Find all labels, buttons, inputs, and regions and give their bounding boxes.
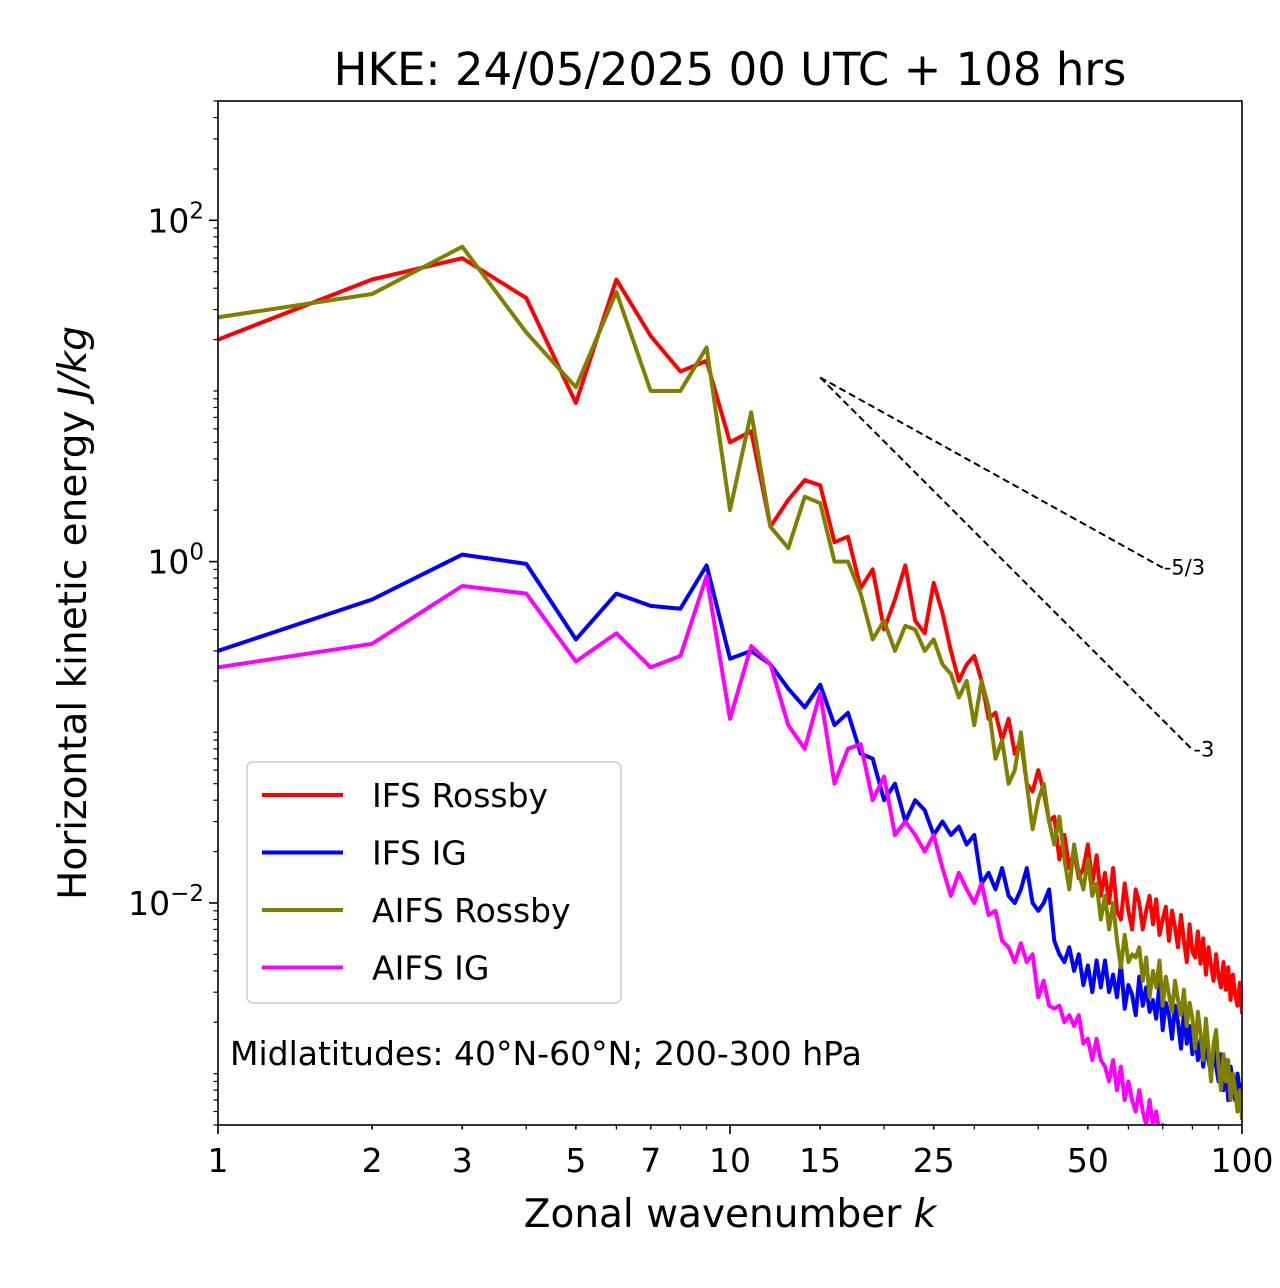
legend-box <box>246 761 622 1004</box>
x-tick-label: 15 <box>799 1141 841 1180</box>
reference-slopes: -5/3 -3 <box>819 376 1214 762</box>
x-axis-label-variable: k <box>914 1192 938 1237</box>
reference-line-5-3 <box>819 376 1164 569</box>
legend-label-aifs-ig: AIFS IG <box>372 949 489 988</box>
y-tick-label: 102 <box>147 198 204 240</box>
reference-line-3 <box>819 376 1194 751</box>
legend-entries: IFS Rossby IFS IG AIFS Rossby AIFS IG <box>262 776 571 988</box>
x-tick-label: 10 <box>709 1141 751 1180</box>
chart-title: HKE: 24/05/2025 00 UTC + 108 hrs <box>334 43 1127 96</box>
y-axis-label-text: Horizontal kinetic energy <box>51 410 96 900</box>
reference-label-5-3: -5/3 <box>1164 556 1205 580</box>
x-tick-label: 5 <box>565 1141 586 1180</box>
y-axis-ticks: 102 100 10−2 <box>128 100 218 1126</box>
legend-label-ifs-rossby: IFS Rossby <box>372 776 548 815</box>
x-tick-label: 3 <box>452 1141 473 1180</box>
x-axis-ticks: 1 2 3 5 7 10 15 25 50 100 <box>208 1125 1274 1180</box>
x-tick-label: 25 <box>913 1141 955 1180</box>
x-tick-label: 50 <box>1067 1141 1109 1180</box>
x-axis-label: Zonal wavenumber k <box>524 1192 938 1237</box>
y-axis-label-unit: J/kg <box>51 326 96 405</box>
reference-label-3: -3 <box>1193 738 1214 762</box>
y-axis-label: Horizontal kinetic energy J/kg <box>51 326 96 900</box>
x-tick-label: 2 <box>362 1141 383 1180</box>
series-line-aifs-rossby <box>218 244 1242 1121</box>
series-line-aifs-ig <box>218 574 1165 1125</box>
series-layer <box>218 244 1242 1125</box>
y-tick-label: 10−2 <box>128 881 204 923</box>
legend-label-ifs-ig: IFS IG <box>372 834 467 873</box>
x-tick-label: 7 <box>640 1141 661 1180</box>
legend: IFS Rossby IFS IG AIFS Rossby AIFS IG <box>246 761 622 1004</box>
x-tick-label: 100 <box>1211 1141 1274 1180</box>
x-tick-label: 1 <box>208 1141 229 1180</box>
y-tick-label: 100 <box>147 540 204 582</box>
region-annotation: Midlatitudes: 40°N-60°N; 200-300 hPa <box>230 1034 862 1073</box>
legend-label-aifs-rossby: AIFS Rossby <box>372 891 571 930</box>
x-axis-label-text: Zonal wavenumber <box>524 1192 902 1237</box>
